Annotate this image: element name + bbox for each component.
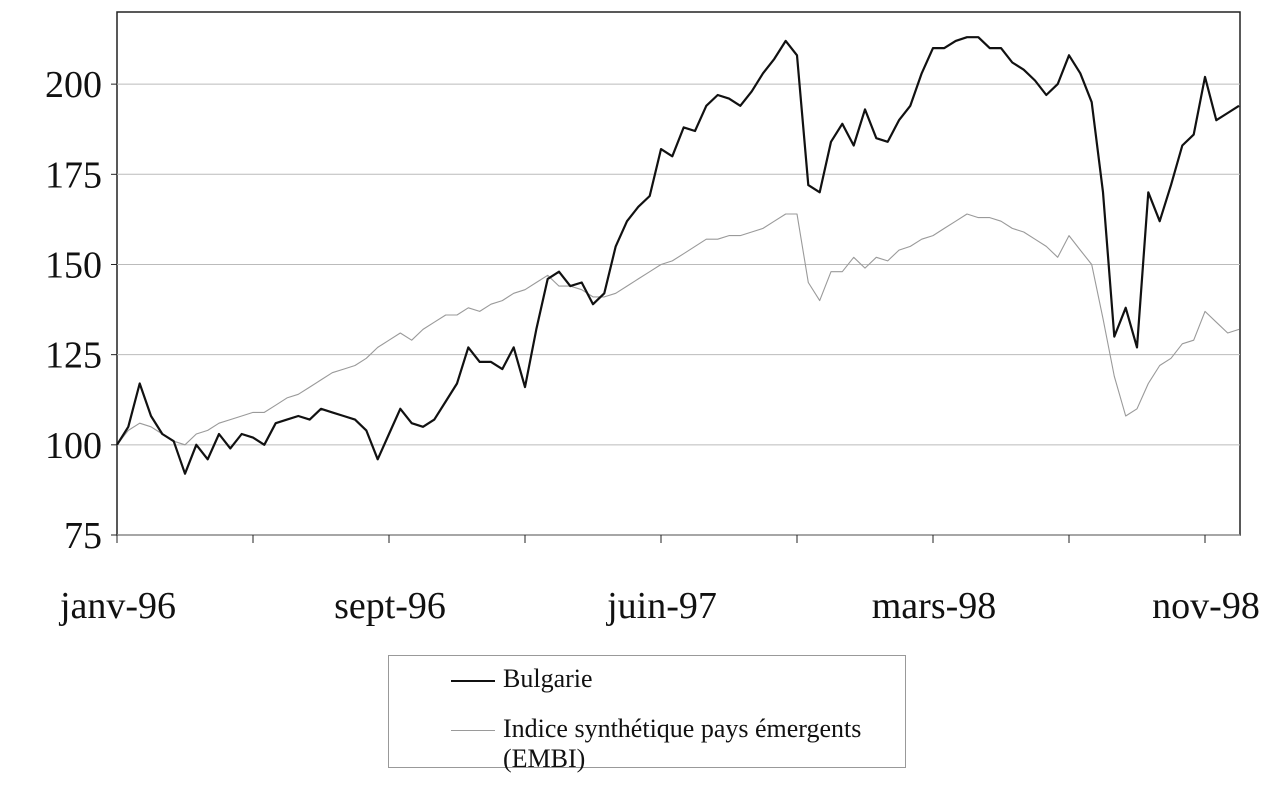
y-tick-label: 125 [45, 335, 102, 377]
series-line [116, 36, 1240, 475]
legend-entry: Bulgarie [451, 664, 883, 694]
legend: Bulgarie Indice synthétique pays émergent… [388, 655, 906, 773]
x-tick-label: mars-98 [872, 585, 997, 627]
plot-frame [116, 11, 1241, 536]
legend-swatch [451, 730, 495, 731]
y-tick-label: 200 [45, 64, 102, 106]
y-tick-label: 175 [45, 154, 102, 196]
y-tick-label: 150 [45, 244, 102, 286]
legend-label: Indice synthétique pays émergents (EMBI) [503, 714, 862, 773]
x-tick-label: janv-96 [58, 585, 176, 627]
chart: 75 100 125 150 175 200 janv-96 sept-96 juin-97 ma… [45, 11, 1260, 627]
legend-entry: Indice synthétique pays émergents (EMBI) [451, 714, 883, 774]
series-line [116, 213, 1240, 446]
x-tick-label: juin-97 [605, 585, 717, 627]
x-tick-label: sept-96 [334, 585, 446, 627]
y-tick-label: 100 [45, 425, 102, 467]
y-tick-label: 75 [64, 515, 102, 557]
legend-label: Bulgarie [503, 664, 593, 693]
legend-swatch [451, 680, 495, 682]
x-tick-label: nov-98 [1152, 585, 1260, 627]
